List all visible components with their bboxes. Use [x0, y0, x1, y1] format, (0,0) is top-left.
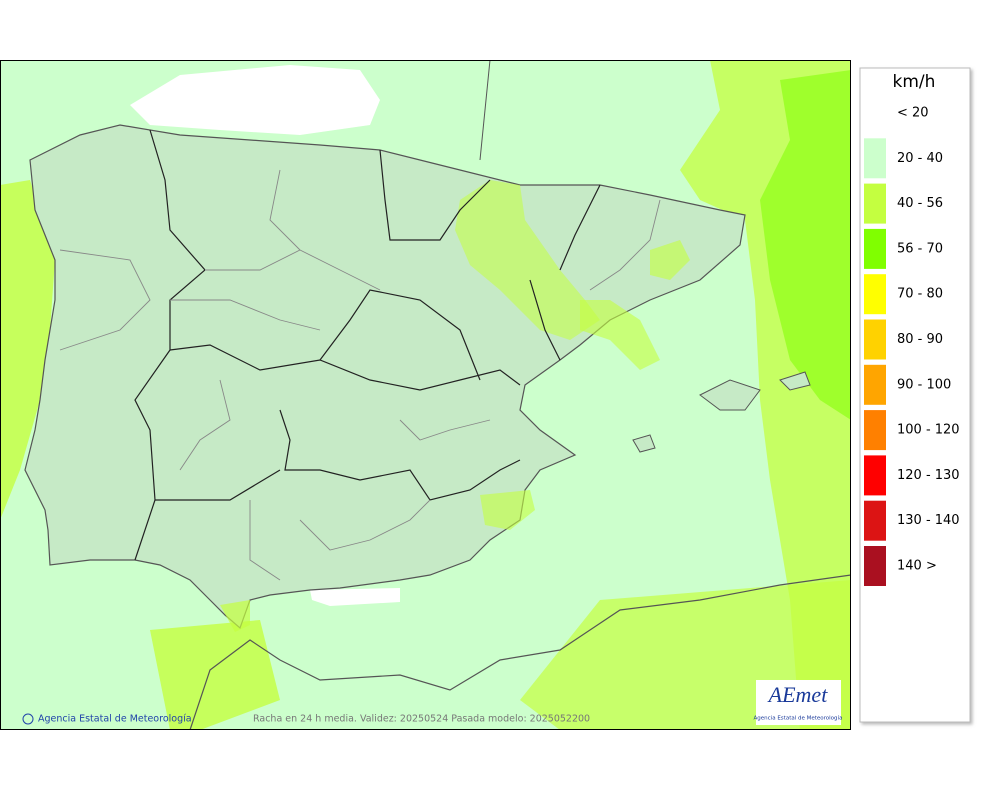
island — [699, 379, 761, 411]
logo-subtitle: Agencia Estatal de Meteorología — [754, 715, 843, 722]
legend-swatch — [864, 500, 886, 541]
legend-swatch — [864, 138, 886, 179]
region-borders — [134, 129, 601, 561]
legend-swatch — [864, 274, 886, 315]
legend-label: 80 - 90 — [897, 332, 943, 347]
copyright-icon — [22, 713, 34, 725]
map-frame — [0, 60, 851, 730]
france-border — [479, 60, 491, 161]
province-borders — [59, 169, 661, 581]
legend-label: 20 - 40 — [897, 151, 943, 166]
legend-swatch — [864, 364, 886, 405]
wind-zone — [480, 490, 535, 530]
wind-zone — [150, 620, 280, 730]
legend-label: 40 - 56 — [897, 196, 943, 211]
legend-swatch — [864, 228, 886, 269]
legend-title: km/h — [893, 72, 936, 92]
legend-swatch — [864, 93, 886, 133]
map — [0, 60, 851, 730]
no-data — [130, 65, 380, 135]
legend-swatch — [864, 455, 886, 496]
legend-label: 100 - 120 — [897, 423, 960, 438]
legend-label: < 20 — [897, 106, 929, 121]
caption: Racha en 24 h media. Validez: 20250524 P… — [253, 714, 590, 725]
wind-zone — [650, 240, 690, 280]
wind-zone — [580, 300, 660, 370]
wind-zone — [0, 180, 55, 520]
legend-label: 140 > — [897, 559, 937, 574]
wind-zone — [220, 600, 250, 632]
credit: Agencia Estatal de Meteorología — [38, 714, 192, 725]
logo: AEmet Agencia Estatal de Meteorología — [754, 680, 843, 725]
wind-zone — [760, 70, 851, 420]
legend-label: 70 - 80 — [897, 287, 943, 302]
legend: km/h < 20 20 - 40 40 - 56 56 - 70 70 - 80 80 … — [859, 67, 971, 723]
legend-label: 120 - 130 — [897, 468, 960, 483]
legend-swatch — [864, 319, 886, 360]
island — [779, 371, 811, 391]
legend-label: 56 - 70 — [897, 241, 943, 256]
legend-label: 130 - 140 — [897, 513, 960, 528]
wind-zone — [455, 180, 600, 340]
legend-swatch — [864, 410, 886, 451]
no-data — [310, 588, 400, 606]
legend-swatch — [864, 183, 886, 224]
logo-box — [756, 680, 841, 725]
legend-label: 90 - 100 — [897, 377, 951, 392]
africa-coast — [189, 574, 851, 730]
logo-name: AEmet — [767, 682, 829, 707]
legend-swatch — [864, 546, 886, 586]
island — [632, 434, 656, 453]
